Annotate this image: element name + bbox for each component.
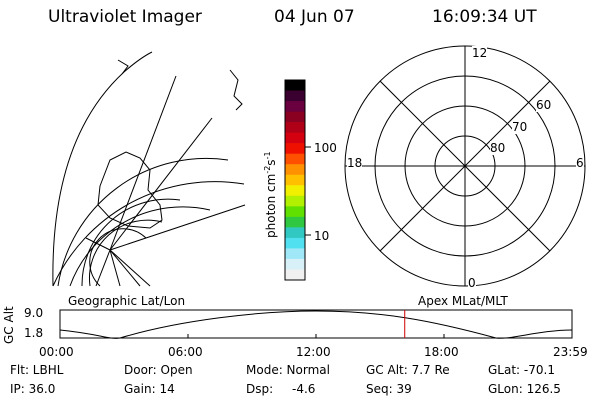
colorbar-swatch <box>285 216 305 228</box>
door-field: Door: Open <box>124 363 193 377</box>
colorbar-swatch <box>285 101 305 113</box>
ip-field: IP: 36.0 <box>10 382 56 396</box>
gc-alt-field: GC Alt: 7.7 Re <box>366 363 450 377</box>
colorbar-swatch <box>285 174 305 186</box>
colorbar-swatch <box>285 185 305 197</box>
colorbar-swatch <box>285 206 305 218</box>
colorbar-swatch <box>285 237 305 249</box>
filter-field: Flt: LBHL <box>10 363 64 377</box>
mlt-6-label: 6 <box>576 156 584 170</box>
timeline-tick-2: 12:00 <box>296 345 331 359</box>
color-scale-bar <box>284 79 306 281</box>
mlat-70-label: 70 <box>512 120 528 134</box>
timeline-tick-3: 18:00 <box>424 345 459 359</box>
colorbar-swatch <box>285 122 305 134</box>
mlt-0-label: 0 <box>468 276 476 290</box>
colorbar-swatch <box>285 132 305 144</box>
mlt-12-label: 12 <box>472 46 488 60</box>
time-label: 16:09:34 UT <box>432 7 537 27</box>
mode-field: Mode: Normal <box>246 363 330 377</box>
gain-field: Gain: 14 <box>124 382 175 396</box>
colorbar-border <box>284 79 306 281</box>
glon-field: GLon: 126.5 <box>488 382 561 396</box>
colorbar-swatch <box>285 143 305 155</box>
seq-field: Seq: 39 <box>366 382 412 396</box>
timeline-tick-0: 00:00 <box>39 345 74 359</box>
mlt-18-label: 18 <box>347 156 363 170</box>
timeline-tick-4: 23:59 <box>553 345 588 359</box>
mlat-80-label: 80 <box>490 141 506 155</box>
glat-field: GLat: -70.1 <box>488 363 555 377</box>
dsp-value: -4.6 <box>292 382 316 396</box>
colorbar-swatch <box>285 90 305 102</box>
colorbar-swatch <box>285 248 305 260</box>
colorbar-tick-10: 10 <box>314 229 330 243</box>
left-map-label: Geographic Lat/Lon <box>68 294 186 308</box>
colorbar-swatch <box>285 195 305 207</box>
mlat-60-label: 60 <box>536 98 552 112</box>
colorbar-swatch <box>285 258 305 270</box>
altitude-timeline <box>59 309 573 339</box>
timeline-y-high: 9.0 <box>24 306 44 320</box>
app-title: Ultraviolet Imager <box>48 7 202 27</box>
timeline-y-low: 1.8 <box>24 326 44 340</box>
colorbar-swatch <box>285 164 305 176</box>
colorbar-swatch <box>285 269 305 281</box>
colorbar-tick-100: 100 <box>314 141 337 155</box>
colorbar-swatch <box>285 227 305 239</box>
dsp-label: Dsp: <box>246 382 274 396</box>
colorbar-swatch <box>285 153 305 165</box>
colorbar-ticks <box>305 146 311 236</box>
date-label: 04 Jun 07 <box>274 7 355 27</box>
timeline-tick-1: 06:00 <box>168 345 203 359</box>
right-map-label: Apex MLat/MLT <box>418 294 508 308</box>
colorbar-swatch <box>285 111 305 123</box>
colorbar-swatch <box>285 80 305 92</box>
